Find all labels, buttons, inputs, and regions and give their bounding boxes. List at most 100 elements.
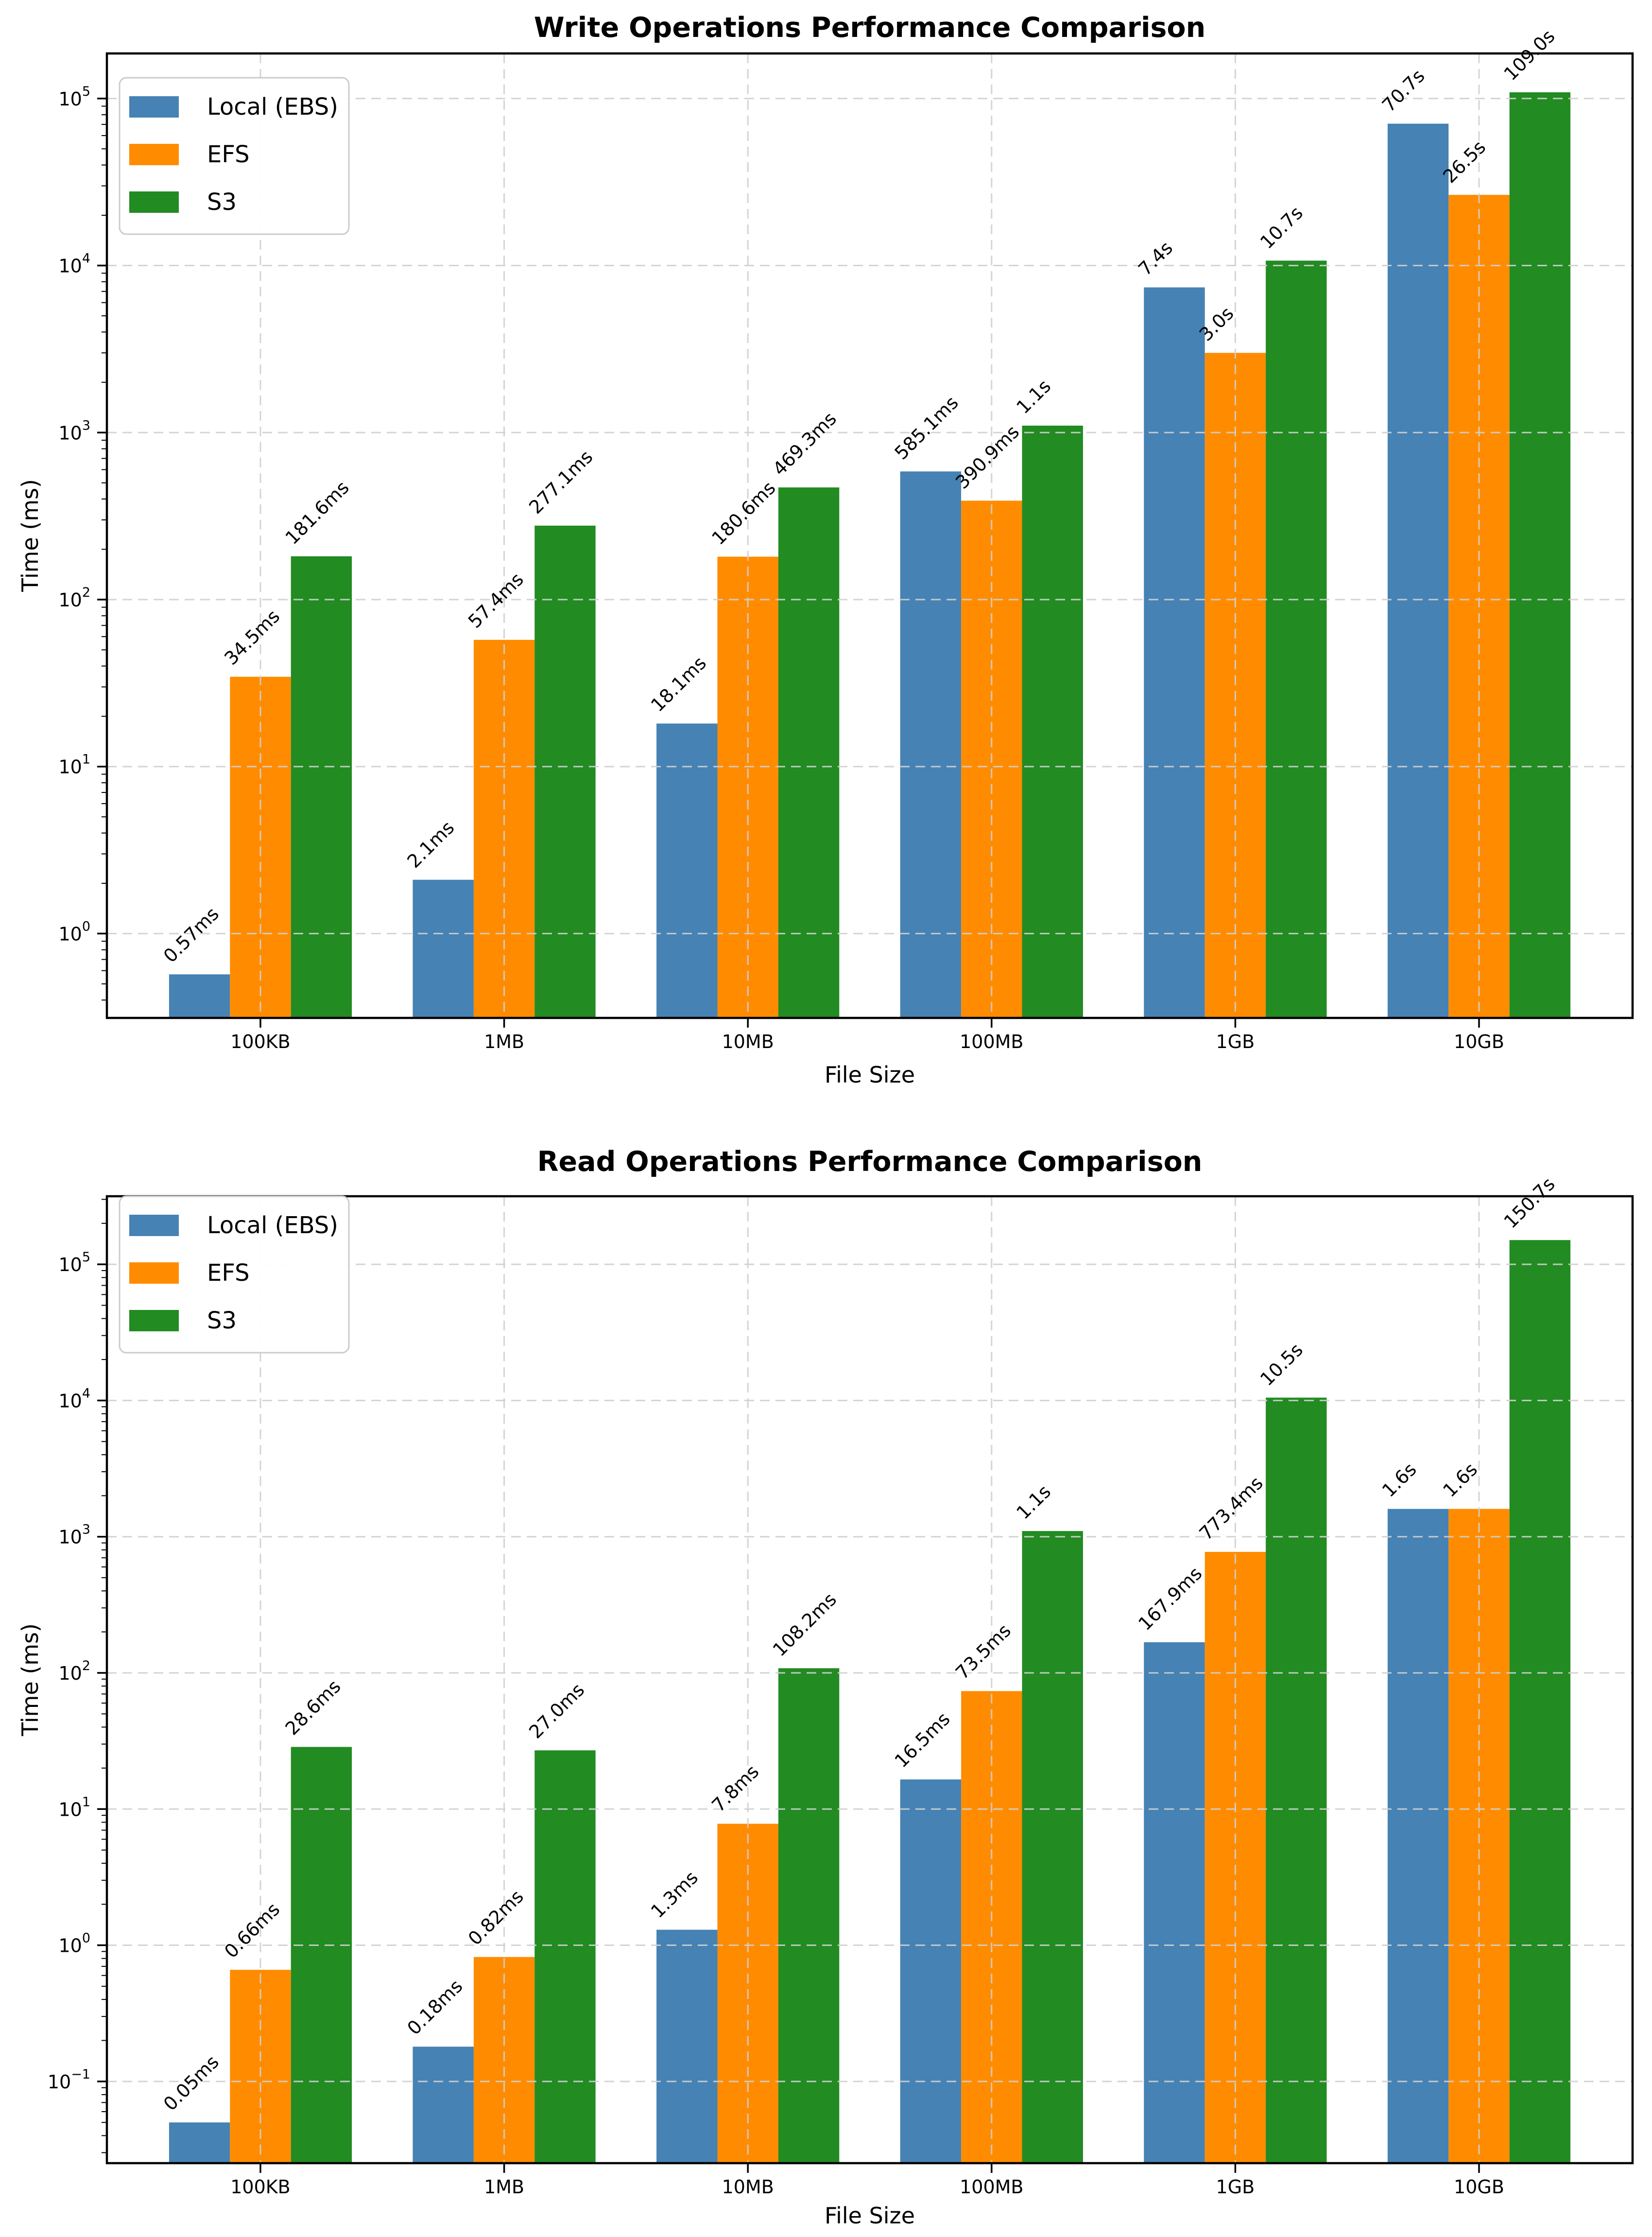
bar-s3 (534, 1750, 596, 2163)
bar-value-label: 0.82ms (464, 1886, 528, 1949)
bar-value-label: 2.1ms (403, 817, 458, 872)
bar-value-label: 180.6ms (707, 477, 779, 549)
bar-local-ebs (413, 879, 474, 1018)
bar-value-label: 167.9ms (1134, 1563, 1206, 1635)
y-tick-label: 100 (58, 919, 90, 945)
bar-value-label: 28.6ms (281, 1676, 345, 1739)
bar-value-label: 773.4ms (1195, 1472, 1267, 1544)
bar-value-label: 10.7s (1256, 202, 1307, 253)
bar-s3 (1266, 260, 1327, 1018)
bar-value-label: 34.5ms (220, 605, 284, 669)
bar-value-label: 1.1s (1012, 376, 1055, 418)
bar-value-label: 277.1ms (525, 446, 597, 518)
y-tick-label: 103 (58, 1522, 90, 1548)
legend-swatch-s3 (129, 191, 179, 213)
bar-local-ebs (413, 2047, 474, 2163)
bar-value-label: 27.0ms (525, 1679, 588, 1743)
legend-swatch-efs (129, 1262, 179, 1284)
bar-local-ebs (900, 471, 962, 1018)
read-chart-title: Read Operations Performance Comparison (537, 1146, 1203, 1178)
bar-s3 (291, 1747, 352, 2163)
bar-local-ebs (656, 723, 718, 1018)
bar-value-label: 7.8ms (707, 1761, 763, 1816)
bar-value-label: 1.3ms (647, 1867, 702, 1922)
bar-value-label: 7.4s (1134, 237, 1177, 280)
bar-value-label: 0.05ms (159, 2051, 223, 2115)
y-tick-label: 101 (58, 1794, 90, 1820)
plot-border (105, 1195, 1634, 2165)
x-tick-label: 10MB (722, 2176, 774, 2198)
legend-swatch-local-ebs (129, 1215, 179, 1236)
bar-s3 (1022, 426, 1083, 1018)
legend-label-local-ebs: Local (EBS) (207, 1212, 338, 1239)
bar-local-ebs (1144, 287, 1205, 1018)
bar-value-label: 585.1ms (891, 392, 963, 464)
bar-value-label: 70.7s (1378, 65, 1429, 116)
bar-value-label: 16.5ms (891, 1708, 954, 1772)
legend-label-efs: EFS (207, 1259, 250, 1287)
bar-value-label: 1.6s (1378, 1459, 1421, 1501)
bar-local-ebs (1387, 1509, 1449, 2163)
bar-value-label: 73.5ms (951, 1620, 1015, 1684)
bar-s3 (778, 487, 840, 1018)
plot-border (105, 52, 1634, 1019)
read-chart-ylabel: Time (ms) (17, 1623, 43, 1736)
legend-swatch-local-ebs (129, 96, 179, 118)
y-tick-label: 102 (58, 1658, 90, 1684)
x-tick-label: 1MB (484, 1031, 524, 1052)
x-tick-label: 100KB (230, 1031, 291, 1052)
legend-label-s3: S3 (207, 1307, 237, 1334)
y-tick-label: 105 (58, 1250, 90, 1275)
write-operations-chart: 0.57ms 2.1ms 18.1ms 585.1ms 7.4s 70.7s 34.5ms 5… (58, 25, 1634, 1052)
y-tick-label: 101 (58, 752, 90, 778)
write-chart-title: Write Operations Performance Comparison (533, 12, 1206, 44)
x-tick-label: 10GB (1454, 1031, 1504, 1052)
bar-value-label: 10.5s (1256, 1339, 1307, 1390)
bar-s3 (1266, 1397, 1327, 2163)
bar-local-ebs (900, 1779, 962, 2163)
bar-s3 (1509, 92, 1571, 1018)
bar-s3 (534, 525, 596, 1018)
bar-local-ebs (169, 2122, 230, 2163)
bar-value-label: 1.6s (1439, 1459, 1481, 1501)
y-tick-label: 105 (58, 84, 90, 110)
x-tick-label: 1GB (1216, 2176, 1255, 2198)
bar-value-label: 0.57ms (159, 903, 223, 967)
legend-label-local-ebs: Local (EBS) (207, 93, 338, 120)
y-tick-label: 104 (58, 251, 90, 277)
legend-label-efs: EFS (207, 141, 250, 168)
legend-swatch-efs (129, 144, 179, 165)
x-tick-label: 100MB (960, 1031, 1023, 1052)
x-tick-label: 100KB (230, 2176, 291, 2198)
bar-value-label: 469.3ms (769, 408, 841, 480)
bar-value-label: 0.66ms (220, 1898, 284, 1962)
y-tick-label: 103 (58, 418, 90, 444)
bar-local-ebs (1387, 123, 1449, 1018)
legend-swatch-s3 (129, 1310, 179, 1331)
x-tick-label: 10MB (722, 1031, 774, 1052)
x-tick-label: 1GB (1216, 1031, 1255, 1052)
x-tick-label: 1MB (484, 2176, 524, 2198)
y-tick-label: 100 (58, 1931, 90, 1957)
bar-value-label: 0.18ms (403, 1976, 466, 2039)
x-tick-label: 100MB (960, 2176, 1023, 2198)
bar-value-label: 108.2ms (769, 1589, 841, 1661)
bar-local-ebs (169, 974, 230, 1018)
bar-s3 (1509, 1240, 1571, 2163)
y-tick-label: 102 (58, 585, 90, 611)
read-operations-chart: 0.05ms 0.18ms 1.3ms 16.5ms 167.9ms 1.6s 0.66ms… (48, 1173, 1634, 2198)
bar-value-label: 18.1ms (647, 652, 710, 716)
bar-s3 (778, 1668, 840, 2163)
y-tick-label: 10−1 (48, 2067, 90, 2093)
read-chart-xlabel: File Size (824, 2203, 915, 2229)
bar-value-label: 150.7s (1500, 1173, 1559, 1233)
write-chart-xlabel: File Size (824, 1062, 915, 1088)
bar-value-label: 109.0s (1500, 25, 1559, 85)
bar-local-ebs (656, 1929, 718, 2163)
y-tick-label: 104 (58, 1386, 90, 1411)
x-tick-label: 10GB (1454, 2176, 1504, 2198)
legend-label-s3: S3 (207, 189, 237, 216)
bar-value-label: 181.6ms (281, 477, 353, 549)
write-chart-ylabel: Time (ms) (17, 479, 43, 592)
bar-value-label: 57.4ms (464, 568, 528, 632)
